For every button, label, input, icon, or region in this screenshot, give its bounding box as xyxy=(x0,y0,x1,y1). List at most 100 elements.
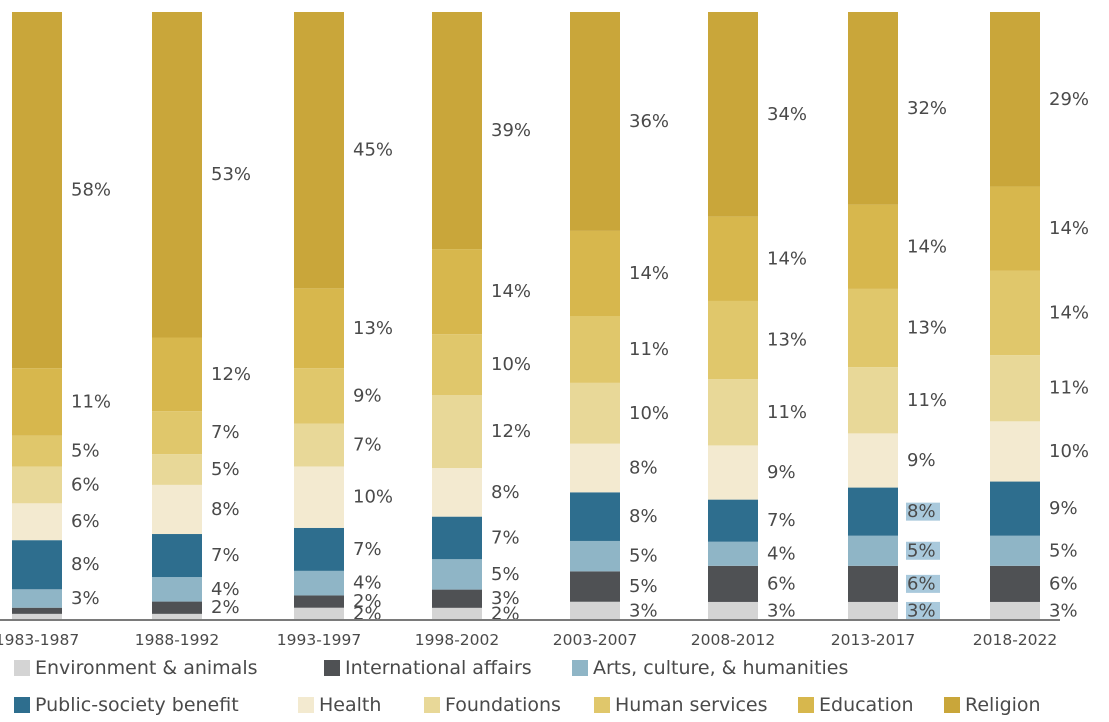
bar-segment xyxy=(990,270,1040,356)
data-label: 34% xyxy=(767,104,807,125)
bar-segment xyxy=(294,368,344,424)
data-label: 11% xyxy=(71,391,111,412)
bar-segment xyxy=(152,613,202,620)
bar-segment xyxy=(990,421,1040,482)
bar-segment xyxy=(294,570,344,596)
data-label: 14% xyxy=(1049,302,1089,323)
bar-segment xyxy=(848,487,898,536)
bar-segment xyxy=(12,435,62,467)
data-label: 10% xyxy=(491,354,531,375)
data-label: 7% xyxy=(211,422,240,443)
legend-swatch xyxy=(298,697,314,713)
bar-segment xyxy=(12,589,62,608)
bar-segment xyxy=(152,577,202,602)
data-label: 45% xyxy=(353,140,393,161)
bar-segment xyxy=(708,379,758,446)
x-tick-label: 1983-1987 xyxy=(0,631,79,649)
data-label: 5% xyxy=(629,546,658,567)
data-label: 6% xyxy=(71,511,100,532)
bar-segment xyxy=(708,601,758,620)
bar-segment xyxy=(570,316,620,383)
bar-segment xyxy=(570,12,620,231)
data-label: 32% xyxy=(907,98,947,119)
data-label: 11% xyxy=(1049,378,1089,399)
data-label: 10% xyxy=(629,403,669,424)
bar-segment xyxy=(432,559,482,590)
legend-swatch xyxy=(424,697,440,713)
bar-segment xyxy=(294,607,344,620)
data-label: 5% xyxy=(629,576,658,597)
data-label: 5% xyxy=(71,441,100,462)
data-label: 14% xyxy=(491,281,531,302)
data-label: 5% xyxy=(211,459,240,480)
legend-label: Human services xyxy=(615,694,768,716)
bar-segment xyxy=(12,503,62,541)
data-label: 4% xyxy=(767,543,796,564)
bar-segment xyxy=(848,288,898,368)
data-label: 9% xyxy=(907,450,936,471)
data-label: 2% xyxy=(211,597,240,618)
legend-label: Education xyxy=(819,694,914,716)
data-label-highlight xyxy=(906,541,940,560)
legend-swatch xyxy=(324,660,340,676)
bar-segment xyxy=(848,601,898,620)
bar-segment xyxy=(432,589,482,608)
bar-segment xyxy=(432,516,482,560)
bar-segment xyxy=(152,411,202,455)
legend-label: Public-society benefit xyxy=(35,694,239,716)
bar-segment xyxy=(570,230,620,316)
x-tick-label: 2003-2007 xyxy=(553,631,638,649)
data-label: 3% xyxy=(71,588,100,609)
bar-segment xyxy=(12,540,62,590)
bar-segment xyxy=(432,468,482,517)
data-label: 7% xyxy=(211,545,240,566)
bar-segment xyxy=(708,541,758,566)
bar-segment xyxy=(570,601,620,620)
bar-segment xyxy=(12,607,62,614)
bar-segment xyxy=(152,12,202,338)
bar-segment xyxy=(294,595,344,608)
bar-segment xyxy=(990,565,1040,602)
bar-segment xyxy=(848,12,898,205)
legend-swatch xyxy=(944,697,960,713)
data-label: 10% xyxy=(1049,441,1089,462)
data-label: 7% xyxy=(353,434,382,455)
data-label: 3% xyxy=(1049,600,1078,621)
data-label: 6% xyxy=(71,474,100,495)
bar-segment xyxy=(708,300,758,380)
data-label: 6% xyxy=(767,573,796,594)
legend-swatch xyxy=(572,660,588,676)
data-label: 11% xyxy=(767,402,807,423)
bar-segment xyxy=(152,601,202,614)
data-label: 14% xyxy=(767,248,807,269)
data-label: 13% xyxy=(767,330,807,351)
data-label: 9% xyxy=(353,385,382,406)
data-label: 3% xyxy=(491,588,520,609)
x-tick-label: 1993-1997 xyxy=(277,631,362,649)
x-tick-label: 2018-2022 xyxy=(973,631,1058,649)
x-tick-label: 2008-2012 xyxy=(691,631,776,649)
data-label: 8% xyxy=(629,506,658,527)
data-label: 58% xyxy=(71,180,111,201)
bar-segment xyxy=(848,433,898,488)
data-label: 3% xyxy=(629,600,658,621)
bar-segment xyxy=(294,527,344,571)
legend-label: Religion xyxy=(965,694,1041,716)
legend-swatch xyxy=(14,697,30,713)
data-label: 8% xyxy=(491,482,520,503)
x-tick-label: 1988-1992 xyxy=(135,631,220,649)
bar-segment xyxy=(152,337,202,412)
bar-segment xyxy=(432,395,482,468)
bar-segment xyxy=(294,466,344,528)
bar-segment xyxy=(12,466,62,504)
data-label: 14% xyxy=(907,236,947,257)
data-label: 4% xyxy=(353,573,382,594)
bar-segment xyxy=(990,481,1040,536)
data-label: 3% xyxy=(907,600,936,621)
data-label: 6% xyxy=(907,573,936,594)
data-label: 11% xyxy=(629,339,669,360)
data-label: 5% xyxy=(1049,540,1078,561)
x-tick-label: 2013-2017 xyxy=(831,631,916,649)
bar-segment xyxy=(990,12,1040,187)
